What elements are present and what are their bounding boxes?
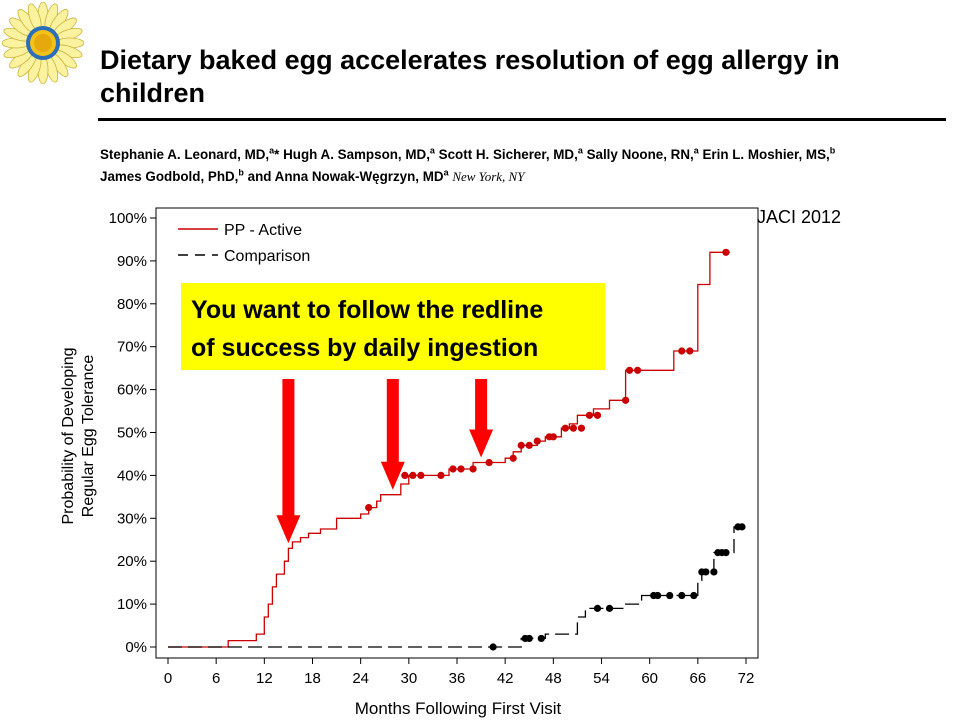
censor-marker (365, 503, 373, 512)
y-tick-label: 0% (125, 639, 147, 656)
censor-marker (654, 591, 662, 600)
censor-marker (489, 643, 497, 651)
author-note-mark: * (274, 147, 280, 162)
callout-line-2: of success by daily ingestion (191, 334, 539, 362)
x-tick-label: 54 (593, 670, 610, 687)
x-tick-label: 24 (352, 670, 369, 687)
censor-marker (549, 433, 557, 441)
x-tick-label: 48 (545, 670, 562, 687)
author-name: Hugh A. Sampson, MD, (283, 147, 430, 162)
legend-label: PP - Active (224, 222, 302, 239)
author-affiliation: b (829, 145, 836, 156)
series-line-comparison (168, 526, 746, 648)
series-line-pp-active (168, 251, 730, 648)
author-affiliation: a (577, 145, 583, 156)
x-axis-label: Months Following First Visit (355, 699, 562, 718)
y-axis-label-line1: Probability of Developing (60, 348, 77, 525)
censor-marker (409, 471, 417, 479)
author-list: Stephanie A. Leonard, MD,a* Hugh A. Samp… (100, 144, 950, 188)
censor-marker (605, 604, 614, 612)
censor-marker (569, 424, 578, 432)
y-tick-label: 10% (117, 596, 147, 613)
journal-citation: JACI 2012 (757, 207, 842, 227)
x-tick-label: 66 (689, 670, 706, 687)
down-arrow-icon (469, 379, 494, 458)
censor-marker (437, 471, 445, 479)
censor-marker (686, 347, 694, 355)
censor-marker (417, 471, 425, 479)
censor-marker (537, 634, 545, 643)
censor-marker (593, 411, 602, 419)
censor-marker (577, 424, 586, 432)
author-affiliation: a (443, 167, 449, 178)
author-name: and Anna Nowak-Węgrzyn, MD (247, 169, 444, 184)
title-divider (98, 118, 946, 121)
censor-marker (678, 347, 686, 355)
censor-marker (621, 396, 630, 404)
y-tick-label: 90% (117, 253, 147, 270)
y-axis-label-line2: Regular Egg Tolerance (80, 355, 97, 518)
author-name: Scott H. Sicherer, MD, (438, 147, 578, 162)
censor-marker (485, 458, 493, 467)
censor-marker (585, 411, 594, 419)
censor-marker (710, 568, 718, 576)
author-affiliation: a (429, 145, 435, 156)
down-arrow-icon (276, 379, 301, 544)
x-tick-label: 30 (400, 670, 417, 687)
x-tick-label: 18 (304, 670, 321, 687)
censor-marker (561, 424, 569, 432)
plot-frame (155, 207, 759, 659)
censor-marker (525, 634, 533, 643)
author-list-names: Stephanie A. Leonard, MD,a* Hugh A. Samp… (100, 145, 836, 184)
y-tick-label: 20% (117, 553, 147, 570)
censor-marker (666, 591, 674, 600)
author-affiliation: a (693, 145, 699, 156)
censor-marker (525, 441, 533, 449)
censor-marker (678, 591, 686, 600)
x-tick-label: 36 (449, 670, 466, 687)
author-name: Sally Noone, RN, (586, 147, 694, 162)
callout-line-1: You want to follow the redline (191, 296, 544, 324)
censor-marker (449, 465, 457, 473)
censor-marker (517, 441, 525, 449)
author-location: New York, NY (452, 169, 525, 184)
slide-title: Dietary baked egg accelerates resolution… (100, 45, 840, 108)
author-affiliation: a (269, 145, 275, 156)
censor-marker (690, 591, 698, 600)
x-tick-label: 6 (212, 670, 220, 687)
censor-marker (722, 549, 730, 557)
x-tick-label: 72 (738, 670, 755, 687)
x-tick-label: 60 (641, 670, 658, 687)
censor-marker (401, 471, 409, 479)
censor-marker (722, 248, 730, 256)
censor-marker (533, 437, 541, 445)
censor-marker (634, 366, 642, 374)
censor-marker (625, 366, 634, 374)
y-tick-label: 70% (117, 339, 147, 356)
y-tick-label: 60% (117, 382, 147, 399)
author-name: James Godbold, PhD, (100, 169, 239, 184)
censor-marker (738, 523, 746, 531)
censor-marker (702, 568, 710, 576)
sunflower-logo (2, 2, 84, 84)
callout-box: You want to follow the redline of succes… (181, 283, 605, 370)
y-tick-label: 40% (117, 467, 147, 484)
y-tick-label: 50% (117, 425, 147, 442)
y-tick-label: 80% (117, 296, 147, 313)
legend-label: Comparison (224, 248, 310, 265)
censor-marker (457, 465, 465, 473)
down-arrow-icon (380, 379, 405, 490)
author-affiliation: b (238, 167, 244, 178)
author-name: Erin L. Moshier, MS, (702, 147, 830, 162)
y-tick-label: 30% (117, 510, 147, 527)
censor-marker (593, 604, 602, 612)
y-tick-label: 100% (109, 210, 147, 227)
x-tick-label: 42 (497, 670, 514, 687)
censor-marker (469, 465, 477, 473)
author-name: Stephanie A. Leonard, MD, (100, 147, 270, 162)
x-tick-label: 12 (256, 670, 273, 687)
x-tick-label: 0 (164, 670, 172, 687)
censor-marker (509, 454, 517, 462)
